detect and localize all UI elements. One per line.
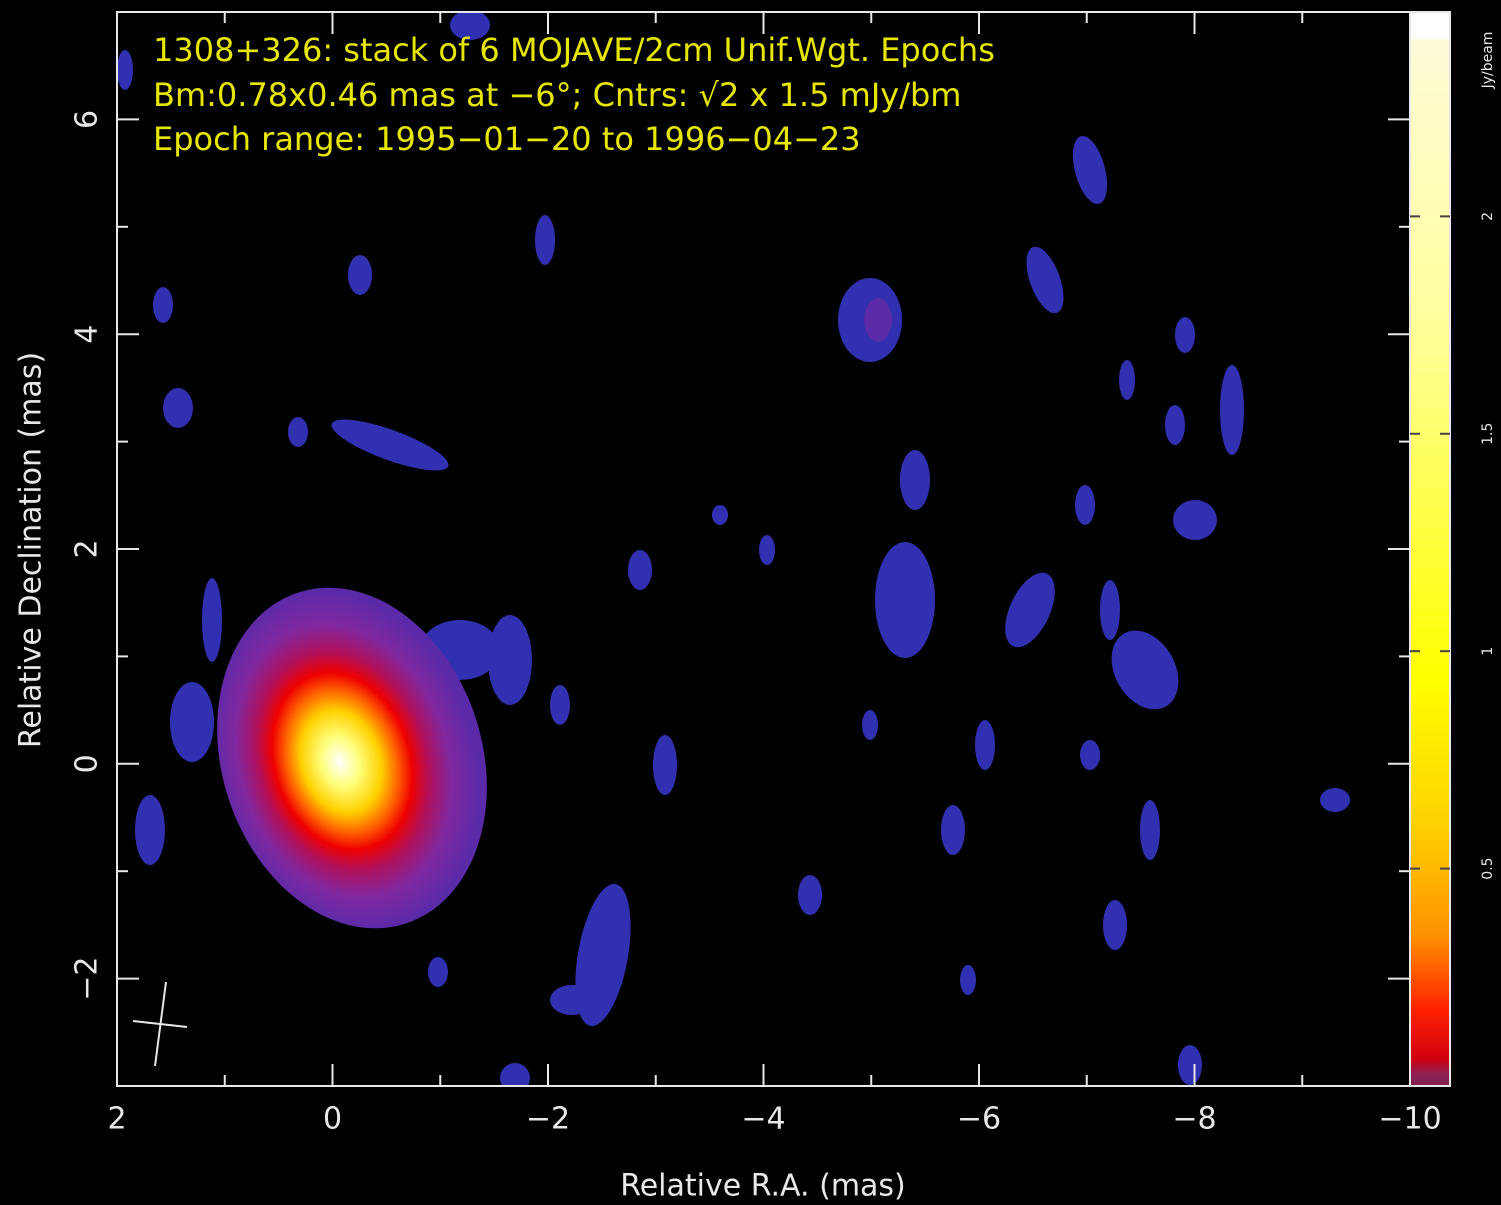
emission-blob [163, 388, 193, 428]
emission-blob [428, 957, 448, 987]
x-tick-label: −6 [957, 1102, 1001, 1137]
emission-blob [1220, 365, 1244, 455]
beam-marker [133, 982, 187, 1066]
image-area [117, 10, 1350, 1093]
emission-blob [995, 565, 1065, 654]
emission-blob [862, 710, 878, 740]
emission-blob [288, 417, 308, 447]
y-tick-label: −2 [70, 956, 105, 1000]
y-tick-label: 6 [70, 110, 105, 129]
core-source [175, 552, 530, 963]
emission-blob [1119, 360, 1135, 400]
title-line: Bm:0.78x0.46 mas at −6°; Cntrs: √2 x 1.5… [153, 76, 961, 114]
emission-blob [759, 535, 775, 565]
emission [117, 10, 1350, 1093]
emission-blob [1175, 317, 1195, 353]
y-tick-label: 4 [70, 325, 105, 344]
emission-blob [712, 505, 728, 525]
emission-blob [1178, 1045, 1202, 1085]
x-axis-label: Relative R.A. (mas) [620, 1169, 906, 1204]
emission-blob [900, 450, 930, 510]
emission-blob [941, 805, 965, 855]
emission-blob [653, 735, 677, 795]
emission-blob [628, 550, 652, 590]
emission-blob [1075, 485, 1095, 525]
title-line: Epoch range: 1995−01−20 to 1996−04−23 [153, 120, 861, 158]
chart: 1308+326: stack of 6 MOJAVE/2cm Unif.Wgt… [0, 0, 1501, 1205]
emission-blob [550, 685, 570, 725]
x-tick-label: −10 [1378, 1102, 1441, 1137]
x-tick-label: −8 [1172, 1102, 1216, 1137]
emission-blob [798, 875, 822, 915]
emission-blob [1066, 132, 1113, 207]
emission-blob [1320, 788, 1350, 812]
emission-blob [170, 682, 214, 762]
emission-blob [875, 542, 935, 658]
colorbar-tick-label: 2 [1480, 212, 1496, 221]
colorbar-tick-label: 0.5 [1480, 857, 1496, 879]
x-tick-label: 2 [107, 1102, 126, 1137]
emission-blob [500, 1063, 530, 1093]
colorbar-tick-label: 1 [1480, 647, 1496, 656]
emission-blob [202, 578, 222, 662]
emission-blob [1173, 500, 1217, 540]
y-tick-label: 2 [70, 539, 105, 558]
y-tick-label: 0 [70, 754, 105, 773]
emission-blob [153, 287, 173, 323]
emission-blob [960, 965, 976, 995]
y-axis-label: Relative Declination (mas) [14, 352, 49, 748]
emission-blob [348, 255, 372, 295]
colorbar [1410, 12, 1450, 1086]
emission-blob [1140, 800, 1160, 860]
emission-blob [135, 795, 165, 865]
emission-blob [864, 298, 892, 342]
emission-blob [535, 215, 555, 265]
emission-blob [1165, 405, 1185, 445]
emission-blob [1019, 242, 1071, 318]
x-tick-label: 0 [323, 1102, 342, 1137]
emission-blob [117, 50, 133, 90]
title-line: 1308+326: stack of 6 MOJAVE/2cm Unif.Wgt… [153, 31, 995, 69]
x-tick-label: −2 [526, 1102, 570, 1137]
colorbar-label: Jy/beam [1480, 32, 1496, 90]
emission-blob [1080, 740, 1100, 770]
emission-blob [1103, 900, 1127, 950]
emission-blob [975, 720, 995, 770]
emission-blob [1100, 580, 1120, 640]
title-block: 1308+326: stack of 6 MOJAVE/2cm Unif.Wgt… [153, 31, 995, 158]
colorbar-tick-label: 1.5 [1480, 423, 1496, 445]
emission-blob [550, 985, 594, 1015]
x-tick-label: −4 [741, 1102, 785, 1137]
emission-blob [327, 410, 454, 481]
